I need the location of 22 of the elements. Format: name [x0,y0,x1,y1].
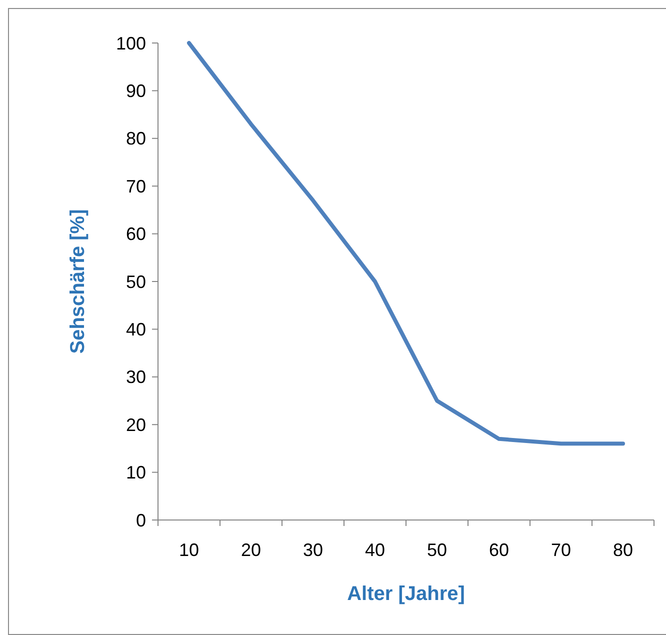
y-tick-label: 0 [136,510,146,530]
x-tick-label: 70 [550,540,572,560]
x-tick-label: 30 [302,540,324,560]
x-tick-label: 50 [426,540,448,560]
y-tick-label: 90 [126,81,146,101]
y-tick-label: 100 [116,33,146,54]
x-tick-label: 10 [178,540,200,560]
y-tick-label: 20 [126,414,146,435]
y-tick-label: 40 [126,320,146,340]
line-series [187,41,625,446]
y-tick-label: 60 [126,224,146,244]
x-tick-label: 60 [488,540,510,560]
y-tick-label: 10 [126,462,146,483]
y-tick-label: 50 [126,272,146,292]
x-axis-title: Alter [Jahre] [347,583,465,605]
x-tick-label: 80 [612,540,634,560]
y-tick-label: 30 [126,367,146,388]
y-tick-label: 70 [126,176,146,196]
y-axis-title: Sehschärfe [%] [67,209,89,354]
x-tick-label: 40 [364,540,386,560]
y-tick-label: 80 [126,128,146,149]
x-tick-label: 20 [240,540,262,560]
